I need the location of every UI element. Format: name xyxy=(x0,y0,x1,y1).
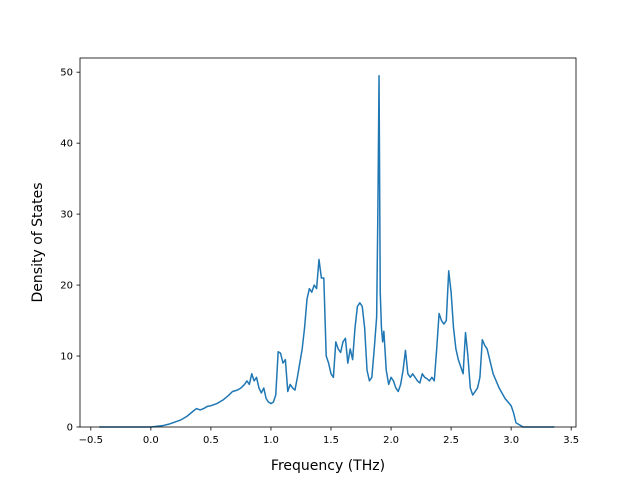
x-tick-label: 3.5 xyxy=(563,435,579,446)
x-tick-label: 0.0 xyxy=(143,435,159,446)
dos-series-line-0 xyxy=(99,74,555,428)
x-axis-title: Frequency (THz) xyxy=(271,458,385,474)
y-tick-label: 0 xyxy=(67,423,73,434)
x-tick-label: 0.5 xyxy=(203,435,219,446)
axes-frame xyxy=(79,57,577,428)
x-tick-label: −0.5 xyxy=(79,435,103,446)
x-tick-label: 2.5 xyxy=(443,435,459,446)
x-tick-label: 1.5 xyxy=(323,435,339,446)
x-tick-label: 3.0 xyxy=(503,435,519,446)
y-tick-label: 10 xyxy=(60,352,73,363)
x-tick-label: 1.0 xyxy=(263,435,279,446)
x-tick-label: 2.0 xyxy=(383,435,399,446)
plot-area xyxy=(99,74,555,428)
y-tick-label: 50 xyxy=(60,68,73,79)
y-tick-label: 20 xyxy=(60,281,73,292)
y-tick-label: 40 xyxy=(60,139,73,150)
axis-ticks: −0.5 0.0 0.5 1.0 1.5 2.0 2.5 3.0 3.5 0 10 20 30 40 50 xyxy=(60,68,579,446)
y-tick-label: 30 xyxy=(60,210,73,221)
y-axis-title: Density of States xyxy=(30,183,46,303)
